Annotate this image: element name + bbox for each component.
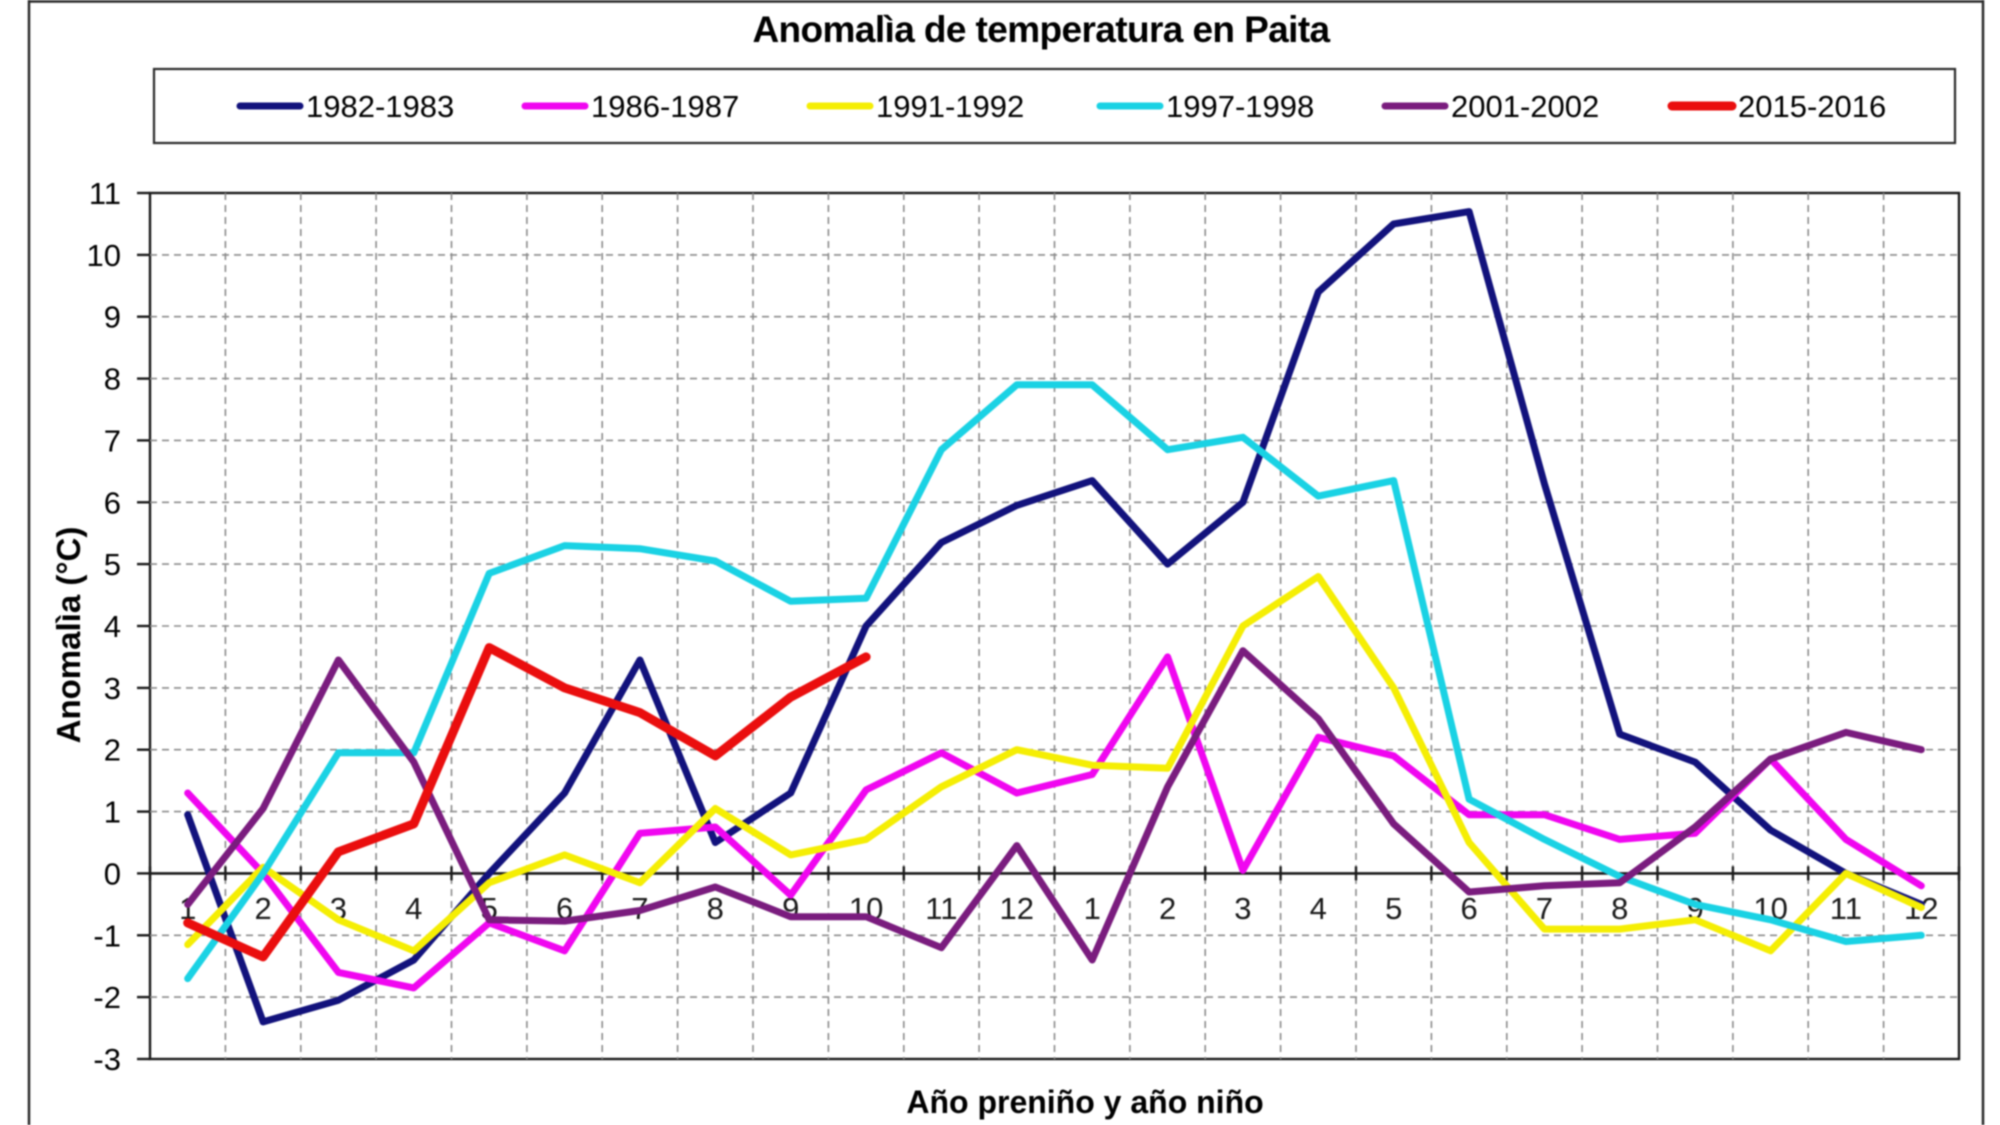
svg-text:8: 8 bbox=[1611, 891, 1628, 926]
svg-text:2: 2 bbox=[104, 733, 121, 768]
svg-text:2: 2 bbox=[254, 891, 271, 926]
svg-text:4: 4 bbox=[104, 609, 121, 644]
svg-text:1997-1998: 1997-1998 bbox=[1166, 89, 1314, 124]
svg-text:Año preniño y año niño: Año preniño y año niño bbox=[906, 1084, 1263, 1120]
svg-text:-3: -3 bbox=[93, 1042, 121, 1077]
svg-text:5: 5 bbox=[1385, 891, 1402, 926]
svg-text:11: 11 bbox=[1830, 891, 1862, 926]
svg-text:11: 11 bbox=[89, 176, 121, 211]
svg-text:6: 6 bbox=[1460, 891, 1477, 926]
svg-text:1982-1983: 1982-1983 bbox=[306, 89, 454, 124]
svg-text:12: 12 bbox=[1000, 891, 1034, 926]
svg-text:8: 8 bbox=[707, 891, 724, 926]
svg-text:0: 0 bbox=[104, 856, 121, 891]
svg-text:3: 3 bbox=[1234, 891, 1251, 926]
svg-text:4: 4 bbox=[1310, 891, 1327, 926]
svg-text:7: 7 bbox=[104, 423, 121, 458]
svg-text:7: 7 bbox=[1536, 891, 1553, 926]
svg-text:1: 1 bbox=[104, 795, 121, 830]
svg-text:3: 3 bbox=[104, 671, 121, 706]
svg-text:-1: -1 bbox=[93, 918, 121, 953]
svg-text:2015-2016: 2015-2016 bbox=[1738, 89, 1886, 124]
svg-text:Anomalìa (°C): Anomalìa (°C) bbox=[50, 527, 87, 744]
svg-text:-2: -2 bbox=[93, 980, 121, 1015]
svg-text:11: 11 bbox=[925, 891, 957, 926]
svg-text:6: 6 bbox=[104, 485, 121, 520]
svg-text:5: 5 bbox=[104, 547, 121, 582]
svg-text:9: 9 bbox=[104, 300, 121, 335]
svg-text:4: 4 bbox=[405, 891, 422, 926]
svg-text:2001-2002: 2001-2002 bbox=[1451, 89, 1599, 124]
svg-text:8: 8 bbox=[104, 362, 121, 397]
svg-text:10: 10 bbox=[87, 238, 121, 273]
svg-text:Anomalìa de temperatura en Pai: Anomalìa de temperatura en Paita bbox=[752, 9, 1330, 50]
svg-text:2: 2 bbox=[1159, 891, 1176, 926]
svg-text:1991-1992: 1991-1992 bbox=[876, 89, 1024, 124]
svg-text:1986-1987: 1986-1987 bbox=[591, 89, 739, 124]
svg-text:1: 1 bbox=[1084, 891, 1101, 926]
